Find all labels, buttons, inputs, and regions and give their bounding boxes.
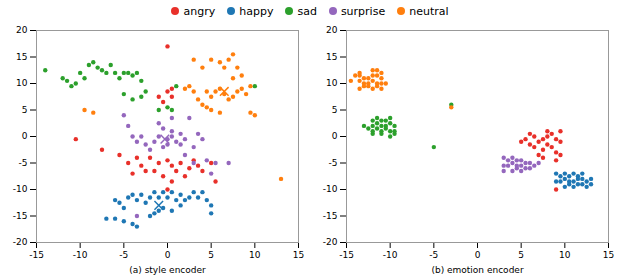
svg-text:15: 15 bbox=[326, 52, 337, 62]
svg-text:20: 20 bbox=[326, 25, 338, 35]
svg-text:-15: -15 bbox=[323, 211, 338, 221]
svg-text:10: 10 bbox=[16, 78, 28, 88]
svg-text:-10: -10 bbox=[73, 250, 88, 260]
svg-text:20: 20 bbox=[16, 25, 28, 35]
svg-text:-15: -15 bbox=[339, 250, 354, 260]
svg-text:10: 10 bbox=[326, 78, 338, 88]
svg-text:(a) style encoder: (a) style encoder bbox=[129, 265, 206, 275]
svg-text:0: 0 bbox=[475, 250, 481, 260]
svg-text:-5: -5 bbox=[119, 250, 128, 260]
svg-text:0: 0 bbox=[332, 131, 338, 141]
svg-text:-20: -20 bbox=[13, 237, 28, 247]
html-text:sad: sad bbox=[297, 4, 317, 18]
html-text:happy: happy bbox=[239, 4, 274, 18]
svg-text:0: 0 bbox=[22, 131, 28, 141]
svg-text:15: 15 bbox=[293, 250, 304, 260]
svg-text:-20: -20 bbox=[323, 237, 338, 247]
svg-text:-10: -10 bbox=[323, 184, 338, 194]
svg-text:15: 15 bbox=[603, 250, 614, 260]
svg-text:10: 10 bbox=[249, 250, 261, 260]
svg-text:-15: -15 bbox=[29, 250, 44, 260]
svg-text:15: 15 bbox=[16, 52, 27, 62]
svg-text:-5: -5 bbox=[429, 250, 438, 260]
svg-text:5: 5 bbox=[518, 250, 524, 260]
svg-text:0: 0 bbox=[165, 250, 171, 260]
svg-text:(b) emotion encoder: (b) emotion encoder bbox=[431, 265, 523, 275]
svg-text:-10: -10 bbox=[383, 250, 398, 260]
svg-text:-10: -10 bbox=[13, 184, 28, 194]
html-text:neutral: neutral bbox=[409, 4, 449, 18]
html-text:angry: angry bbox=[183, 4, 216, 18]
svg-text:10: 10 bbox=[559, 250, 571, 260]
svg-text:5: 5 bbox=[22, 105, 28, 115]
svg-text:5: 5 bbox=[208, 250, 214, 260]
html-text:surprise: surprise bbox=[340, 4, 386, 18]
svg-text:-15: -15 bbox=[13, 211, 28, 221]
svg-text:-5: -5 bbox=[329, 158, 338, 168]
svg-text:-5: -5 bbox=[19, 158, 28, 168]
svg-text:5: 5 bbox=[332, 105, 338, 115]
